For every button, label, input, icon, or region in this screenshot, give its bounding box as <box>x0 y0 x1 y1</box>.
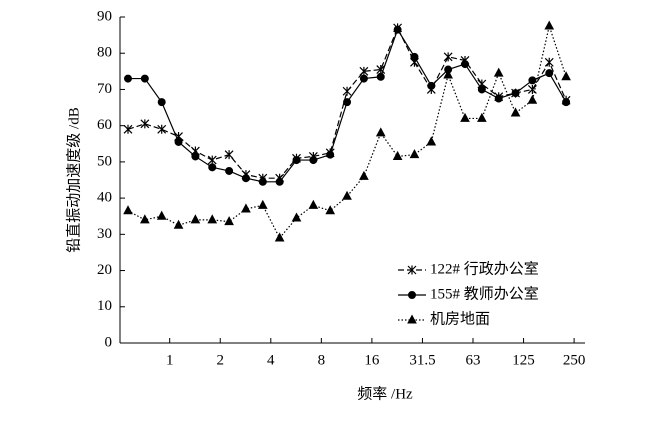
point <box>461 60 469 69</box>
point <box>545 69 554 78</box>
y-tick-label: 0 <box>105 334 113 350</box>
point <box>426 136 437 146</box>
point <box>140 119 150 129</box>
point <box>527 94 538 104</box>
point <box>359 66 369 76</box>
point <box>528 76 537 85</box>
point <box>224 216 234 226</box>
point <box>326 150 335 159</box>
point <box>376 72 385 81</box>
point <box>292 156 301 165</box>
point <box>274 232 285 242</box>
point <box>376 65 386 75</box>
point <box>207 214 218 224</box>
point <box>157 98 166 107</box>
point <box>510 107 521 117</box>
point <box>241 174 250 183</box>
point <box>208 163 217 172</box>
point <box>544 57 554 67</box>
point <box>393 25 402 34</box>
x-tick-label: 8 <box>318 352 326 368</box>
series-line <box>127 23 567 240</box>
y-tick-label: 20 <box>97 262 112 278</box>
point <box>407 265 417 275</box>
point <box>291 212 302 222</box>
y-tick-label: 30 <box>97 226 112 242</box>
x-tick-label: 63 <box>466 352 481 368</box>
point <box>427 81 436 90</box>
point <box>257 199 268 209</box>
point <box>342 86 352 96</box>
point <box>123 124 133 134</box>
point <box>308 199 319 209</box>
point <box>544 20 555 30</box>
y-tick-label: 40 <box>97 190 112 206</box>
point <box>460 112 470 122</box>
point <box>157 124 167 134</box>
point <box>562 98 571 107</box>
y-tick-label: 60 <box>97 117 112 133</box>
x-tick-label: 31.5 <box>409 352 435 368</box>
point <box>224 150 234 160</box>
point <box>409 149 420 159</box>
legend-label: 155# 教师办公室 <box>430 285 539 302</box>
point <box>241 203 251 213</box>
point <box>173 219 184 229</box>
point <box>359 170 369 180</box>
point <box>156 210 167 220</box>
x-tick-label: 125 <box>512 352 535 368</box>
x-axis-label: 频率 /Hz <box>357 385 413 402</box>
x-tick-label: 2 <box>217 352 225 368</box>
point <box>343 98 352 107</box>
point <box>511 89 520 98</box>
x-tick-label: 16 <box>364 352 380 368</box>
y-tick-label: 70 <box>97 81 112 97</box>
point <box>359 74 368 83</box>
point <box>191 152 200 161</box>
point <box>407 314 417 324</box>
point <box>225 166 234 175</box>
point <box>527 84 537 94</box>
legend-label: 机房地面 <box>430 310 490 327</box>
point <box>207 155 217 165</box>
point <box>140 74 149 83</box>
point <box>124 74 132 83</box>
point <box>309 156 318 165</box>
point <box>342 190 352 200</box>
y-tick-label: 10 <box>97 298 112 314</box>
point <box>140 214 150 224</box>
x-tick-label: 4 <box>267 352 275 368</box>
legend-label: 122# 行政办公室 <box>430 260 539 277</box>
y-axis-label: 铅直振动加速度级 /dB <box>65 107 82 252</box>
point <box>275 177 284 186</box>
y-tick-label: 90 <box>97 8 112 24</box>
point <box>410 52 419 61</box>
point <box>493 67 504 77</box>
point <box>443 69 453 79</box>
point <box>477 112 487 122</box>
point <box>477 85 486 94</box>
point <box>190 214 201 224</box>
point <box>325 205 336 215</box>
point <box>375 127 386 137</box>
point <box>123 205 133 215</box>
x-tick-label: 1 <box>166 352 174 368</box>
point <box>408 291 416 299</box>
y-tick-label: 50 <box>97 153 112 169</box>
point <box>443 52 453 62</box>
point <box>392 150 403 160</box>
point <box>174 137 183 146</box>
y-tick-label: 80 <box>97 45 112 61</box>
point <box>561 71 571 81</box>
point <box>494 94 503 103</box>
point <box>258 177 267 186</box>
x-tick-label: 250 <box>563 352 586 368</box>
